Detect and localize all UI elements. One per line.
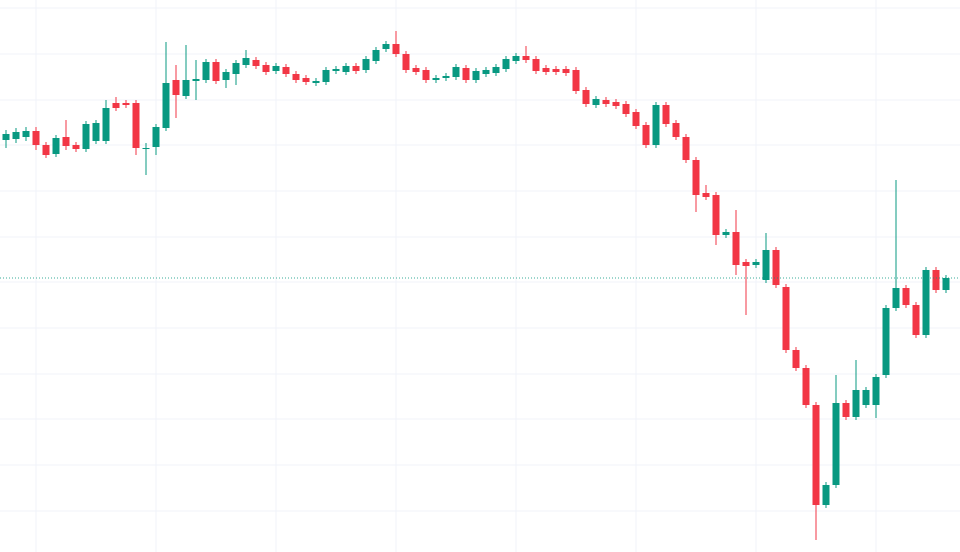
candle-body	[292, 74, 300, 80]
candle-body	[472, 71, 480, 80]
candle-body	[562, 69, 570, 73]
candle-body	[592, 99, 600, 105]
candle-body	[852, 390, 860, 417]
candle-body	[452, 67, 460, 77]
candle-body	[802, 368, 810, 405]
candle-body	[212, 62, 220, 81]
candle-body	[932, 270, 940, 290]
candle-body	[712, 195, 720, 235]
candle-body	[722, 232, 730, 235]
candle-body	[922, 270, 930, 335]
candle-body	[372, 50, 380, 61]
candle-body	[62, 137, 70, 146]
candle-body	[262, 65, 270, 72]
candle-body	[32, 131, 40, 145]
candle-body	[652, 105, 660, 145]
candle-body	[552, 69, 560, 72]
candle-body	[412, 68, 420, 72]
candle-body	[342, 66, 350, 72]
candle-body	[332, 69, 340, 71]
candle-body	[252, 60, 260, 66]
candle-body	[882, 308, 890, 375]
candle-body	[282, 67, 290, 74]
candle-body	[122, 103, 130, 105]
candle-body	[302, 78, 310, 82]
candle-body	[742, 262, 750, 266]
candle-body	[112, 103, 120, 108]
candle-body	[862, 390, 870, 405]
candle-body	[702, 193, 710, 197]
candle-body	[482, 70, 490, 74]
candle-body	[662, 105, 670, 124]
candle-body	[512, 56, 520, 61]
candle-body	[682, 137, 690, 160]
candle-body	[432, 78, 440, 80]
candle-body	[782, 287, 790, 350]
candle-body	[102, 108, 110, 141]
candle-body	[362, 59, 370, 70]
candle-body	[572, 70, 580, 91]
candle-body	[72, 145, 80, 149]
candle-body	[872, 377, 880, 405]
candle-body	[912, 305, 920, 335]
candle-body	[182, 80, 190, 96]
candle-body	[172, 80, 180, 95]
candle-body	[352, 66, 360, 71]
candle-body	[812, 405, 820, 505]
candle-body	[312, 81, 320, 83]
candle-body	[752, 262, 760, 265]
candle-body	[692, 160, 700, 195]
candle-body	[2, 134, 10, 140]
candle-body	[632, 112, 640, 126]
candle-body	[822, 485, 830, 505]
candle-body	[842, 403, 850, 417]
candle-body	[272, 66, 280, 71]
candle-body	[382, 44, 390, 49]
candle-body	[542, 68, 550, 72]
candle-body	[522, 56, 530, 60]
candle-body	[422, 70, 430, 80]
candle-body	[642, 125, 650, 145]
candle-body	[322, 70, 330, 82]
candle-body	[82, 124, 90, 149]
candle-body	[532, 59, 540, 71]
candle-body	[622, 104, 630, 114]
candle-body	[232, 63, 240, 74]
candle-body	[12, 132, 20, 139]
candle-body	[892, 288, 900, 308]
candle-body	[582, 90, 590, 104]
candle-body	[732, 232, 740, 265]
candle-body	[772, 250, 780, 285]
candle-body	[92, 123, 100, 141]
candle-body	[602, 100, 610, 104]
candle-body	[152, 127, 160, 147]
candle-body	[52, 138, 60, 154]
candle-body	[492, 67, 500, 73]
candle-body	[142, 148, 150, 149]
candle-body	[242, 58, 250, 65]
candle-body	[392, 44, 400, 54]
candle-body	[462, 68, 470, 80]
candle-body	[222, 72, 230, 80]
candle-body	[792, 350, 800, 368]
candle-body	[832, 403, 840, 485]
candle-body	[612, 102, 620, 106]
candle-body	[202, 62, 210, 80]
candle-body	[162, 83, 170, 128]
candle-body	[22, 131, 30, 137]
candle-body	[192, 79, 200, 81]
candle-body	[442, 76, 450, 78]
candle-body	[762, 250, 770, 280]
candle-body	[132, 103, 140, 148]
candle-body	[42, 145, 50, 155]
candle-body	[502, 59, 510, 69]
candle-body	[902, 288, 910, 305]
candle-body	[402, 54, 410, 70]
candle-body	[942, 278, 950, 290]
candle-body	[672, 123, 680, 137]
